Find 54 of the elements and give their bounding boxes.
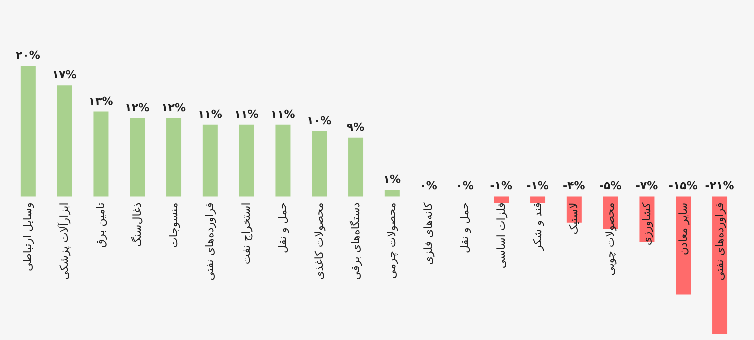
data-label: ۹% [346, 120, 365, 134]
bar [20, 66, 36, 197]
bar [530, 196, 546, 204]
x-tick-label: کشاورزی [640, 202, 654, 246]
x-tick-label: محصولات کاغذی [312, 202, 326, 280]
x-tick-label: کانه‌های فلزی [422, 202, 436, 266]
data-label: ۱۱% [270, 108, 296, 121]
bar [94, 112, 109, 197]
data-label: ۱۱% [198, 108, 222, 121]
x-tick-label: ذغال‌سنگ [130, 202, 144, 248]
bar [494, 196, 510, 204]
bar [239, 124, 254, 197]
data-label: -۱۵% [668, 180, 698, 193]
data-label: ۱۳% [88, 94, 114, 108]
x-tick-label: منسوجات [167, 202, 180, 248]
x-tick-label: وسایل ارتباطی [22, 202, 35, 272]
data-label: ۰% [420, 180, 438, 193]
data-label: ۰% [456, 180, 474, 193]
x-tick-label: حمل و نقل [458, 202, 472, 254]
x-tick-label: دستگاه‌های برقی [349, 202, 362, 280]
data-label: ۱۱% [234, 108, 259, 121]
data-label: -۱% [490, 180, 513, 193]
x-tick-label: حمل و نقل [276, 202, 290, 254]
data-label: ۱۰% [307, 114, 332, 128]
bar [676, 196, 692, 295]
x-tick-label: استخراج نفت [240, 202, 254, 265]
data-label: ۱% [383, 173, 402, 186]
data-label: -۵% [599, 180, 622, 193]
bar [348, 138, 364, 197]
data-label: ۲۰% [16, 49, 40, 62]
x-tick-label: فراورده‌های نفتی [204, 202, 217, 281]
data-label: ۱۲% [125, 101, 150, 114]
data-label: ۱۷% [52, 68, 77, 82]
x-tick-label: لاستیک [568, 202, 581, 235]
bar [312, 131, 328, 197]
bar [130, 118, 146, 197]
data-label: -۷% [636, 180, 658, 193]
x-tick-label: تامین برق [94, 202, 108, 248]
bar [276, 124, 291, 197]
data-label: ۱۲% [162, 101, 186, 114]
x-tick-label: محصولات چوبی [604, 202, 618, 276]
bar [202, 124, 218, 197]
bar [166, 118, 182, 197]
data-label: -۱% [526, 180, 549, 193]
x-tick-label: سایر معادن [676, 202, 690, 256]
data-label: -۴% [563, 180, 586, 193]
x-tick-label: فلزات اساسی [494, 202, 508, 269]
x-tick-label: محصولات چرمی [386, 202, 399, 280]
x-tick-label: ابزارآلات پزشکی [57, 202, 72, 280]
bar [57, 86, 72, 197]
bar [384, 190, 400, 197]
data-label: -۲۱% [705, 180, 734, 193]
x-tick-label: قند و شکر [531, 202, 544, 252]
x-tick-label: فراورده‌های نفتی [713, 202, 726, 281]
